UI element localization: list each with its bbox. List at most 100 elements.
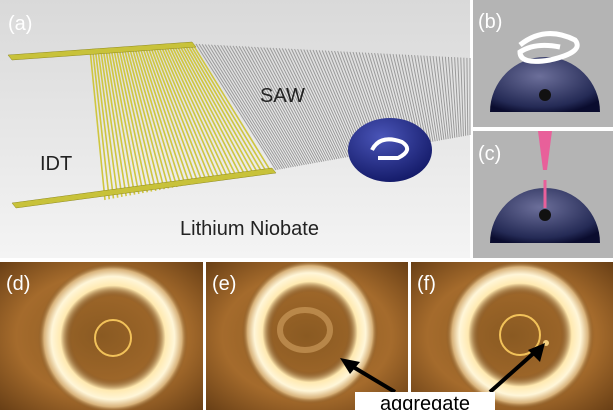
finger bbox=[451, 57, 458, 138]
finger bbox=[104, 47, 132, 196]
finger bbox=[238, 45, 307, 165]
inner-ring bbox=[94, 319, 132, 357]
beam bbox=[538, 131, 552, 170]
finger bbox=[117, 47, 153, 192]
finger bbox=[254, 46, 318, 163]
finger bbox=[272, 47, 331, 161]
finger bbox=[441, 56, 451, 139]
finger bbox=[94, 48, 115, 199]
finger bbox=[170, 43, 237, 177]
finger bbox=[281, 48, 338, 160]
panel-d bbox=[0, 262, 203, 410]
finger bbox=[414, 55, 432, 143]
arrow bbox=[348, 363, 397, 394]
finger bbox=[97, 48, 119, 198]
panel-a: (a) IDT SAW Lithium Niobate bbox=[0, 0, 471, 258]
finger bbox=[128, 46, 170, 189]
ring bbox=[38, 263, 188, 410]
finger bbox=[260, 47, 323, 162]
finger bbox=[112, 47, 144, 194]
finger bbox=[309, 49, 358, 156]
finger bbox=[426, 55, 440, 141]
finger bbox=[149, 45, 204, 183]
finger bbox=[167, 44, 233, 178]
finger bbox=[457, 57, 462, 137]
finger bbox=[460, 57, 464, 137]
finger bbox=[136, 45, 182, 187]
finger bbox=[162, 44, 225, 179]
finger bbox=[220, 45, 294, 168]
finger bbox=[123, 46, 161, 191]
panel-e bbox=[206, 262, 408, 410]
finger bbox=[195, 43, 277, 171]
finger bbox=[247, 46, 314, 164]
panel-f bbox=[411, 262, 613, 410]
finger bbox=[210, 44, 288, 169]
finger bbox=[217, 44, 292, 168]
finger bbox=[99, 48, 123, 198]
finger bbox=[263, 47, 325, 162]
finger bbox=[178, 43, 250, 175]
particle bbox=[539, 209, 551, 221]
finger bbox=[188, 42, 267, 172]
finger bbox=[229, 45, 301, 166]
finger bbox=[438, 56, 449, 139]
annotation-label: aggregate bbox=[380, 393, 470, 410]
finger bbox=[186, 42, 263, 172]
finger bbox=[294, 48, 347, 158]
finger bbox=[133, 46, 178, 188]
finger bbox=[306, 49, 355, 157]
finger bbox=[138, 45, 187, 186]
finger bbox=[172, 43, 242, 176]
finger bbox=[102, 48, 127, 197]
finger bbox=[146, 45, 199, 184]
finger bbox=[269, 47, 329, 161]
finger bbox=[157, 44, 216, 181]
finger bbox=[466, 57, 469, 136]
finger bbox=[432, 56, 445, 140]
finger bbox=[284, 48, 340, 159]
finger bbox=[89, 48, 106, 201]
panel-label: (f) bbox=[417, 273, 436, 295]
finger bbox=[175, 43, 246, 175]
finger bbox=[250, 46, 316, 164]
finger bbox=[91, 48, 111, 200]
finger bbox=[463, 57, 467, 136]
finger bbox=[429, 55, 443, 141]
finger bbox=[131, 46, 174, 188]
finger bbox=[141, 45, 191, 185]
finger bbox=[417, 55, 434, 142]
rotation-arrow bbox=[370, 137, 410, 160]
finger bbox=[232, 45, 303, 166]
electrodes bbox=[89, 42, 471, 201]
ring bbox=[446, 262, 594, 409]
bus-bar bbox=[11, 167, 277, 209]
droplet bbox=[348, 118, 432, 182]
finger bbox=[191, 42, 271, 171]
panel-label: (e) bbox=[212, 273, 236, 295]
finger bbox=[312, 49, 360, 156]
finger bbox=[201, 44, 281, 170]
inner-ring bbox=[499, 314, 541, 356]
ring bbox=[242, 262, 378, 404]
finger bbox=[300, 49, 351, 157]
finger bbox=[159, 44, 220, 180]
finger bbox=[444, 56, 454, 139]
panel-label: (c) bbox=[478, 143, 501, 165]
finger bbox=[204, 44, 283, 170]
finger bbox=[420, 55, 436, 142]
label-box bbox=[355, 392, 495, 412]
bus-bar bbox=[7, 41, 197, 61]
panel-label: (d) bbox=[6, 273, 30, 295]
arrow-head bbox=[340, 358, 360, 374]
finger bbox=[411, 54, 430, 143]
droplet bbox=[490, 57, 600, 112]
finger bbox=[214, 44, 290, 168]
finger bbox=[407, 54, 427, 143]
finger bbox=[165, 44, 229, 179]
label: IDT bbox=[40, 153, 72, 175]
finger bbox=[278, 48, 336, 160]
particle bbox=[539, 89, 551, 101]
arrow-head bbox=[528, 343, 545, 362]
